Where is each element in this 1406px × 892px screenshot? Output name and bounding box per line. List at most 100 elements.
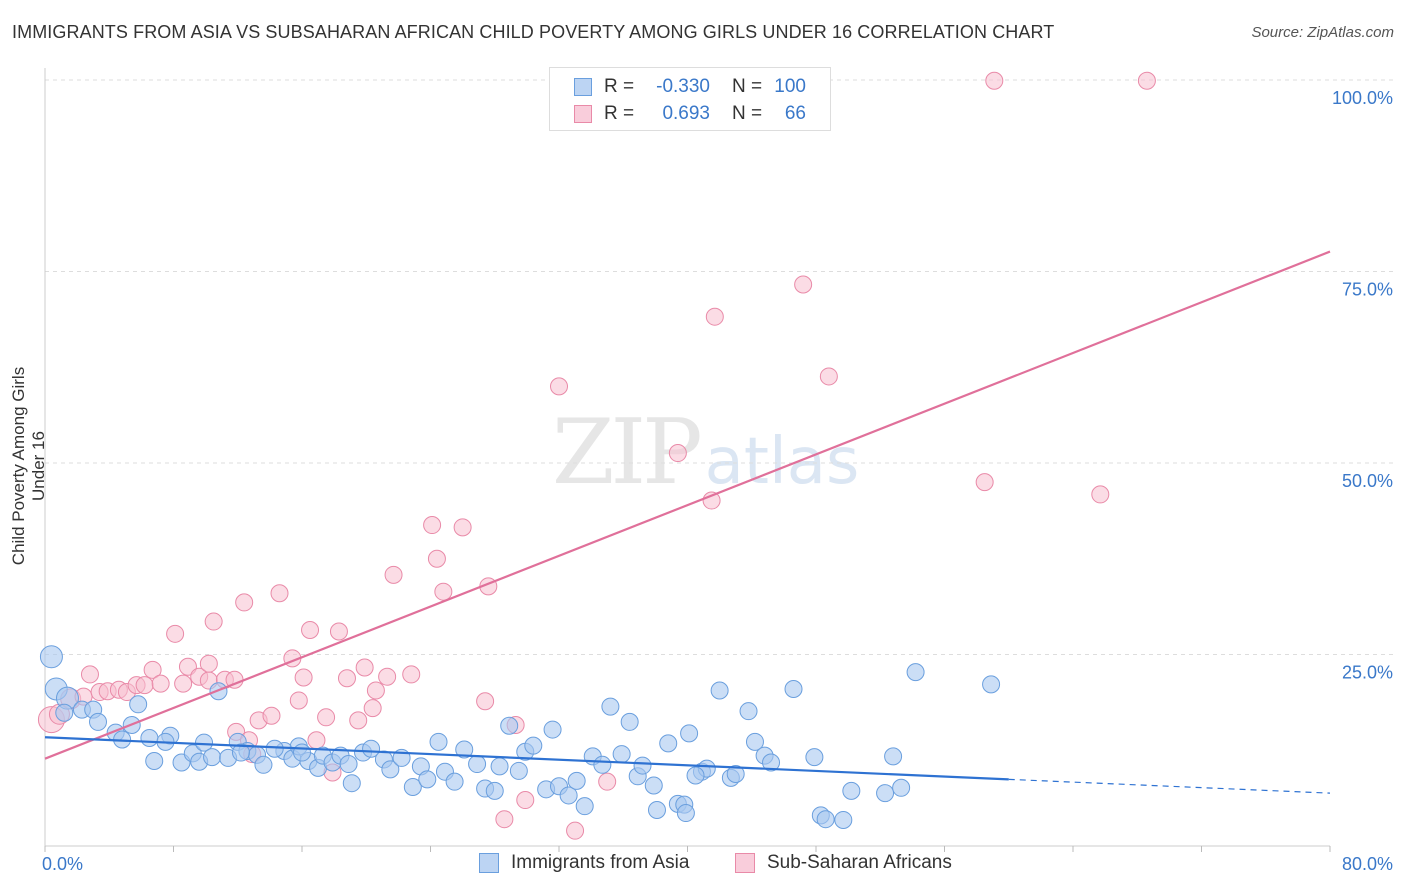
- data-point-asia: [89, 712, 108, 731]
- data-point-sub-saharan: [516, 791, 535, 810]
- x-tick-label: 80.0%: [1342, 854, 1393, 874]
- data-point-sub-saharan: [135, 676, 154, 695]
- series-sub-saharan-africans: [37, 71, 1156, 840]
- data-point-sub-saharan: [301, 620, 320, 639]
- data-point-sub-saharan: [550, 377, 568, 396]
- data-point-sub-saharan: [985, 71, 1004, 90]
- data-point-sub-saharan: [794, 275, 813, 294]
- legend-n-label: N =: [732, 103, 763, 124]
- data-point-asia: [647, 800, 666, 819]
- legend-r-label: R =: [604, 76, 635, 97]
- data-point-asia: [784, 679, 803, 698]
- data-point-asia: [593, 755, 612, 774]
- data-point-sub-saharan: [363, 699, 382, 718]
- data-point-asia: [633, 756, 652, 775]
- data-point-asia: [403, 778, 422, 797]
- data-point-sub-saharan: [294, 668, 313, 687]
- trendline-asia: [44, 736, 1009, 781]
- data-point-sub-saharan: [378, 667, 397, 686]
- data-point-sub-saharan: [1137, 71, 1156, 90]
- data-point-sub-saharan: [453, 518, 472, 537]
- data-point-sub-saharan: [423, 516, 442, 535]
- data-point-asia: [129, 695, 148, 714]
- data-point-asia: [620, 712, 639, 731]
- data-point-asia: [265, 739, 284, 758]
- data-point-asia: [842, 781, 861, 800]
- data-point-asia: [762, 753, 781, 772]
- y-tick-label: 100.0%: [1332, 88, 1393, 108]
- correlation-legend: R = -0.330 N = 100 R = 0.693 N = 66: [549, 67, 831, 131]
- data-point-sub-saharan: [349, 711, 368, 730]
- data-point-sub-saharan: [402, 665, 421, 684]
- data-point-asia: [55, 703, 74, 722]
- trendline-asia-extension: [1008, 778, 1331, 794]
- data-point-asia: [524, 736, 543, 755]
- data-point-sub-saharan: [317, 708, 336, 727]
- data-point-asia: [429, 732, 448, 751]
- data-point-sub-saharan: [668, 444, 687, 463]
- data-point-asia: [710, 681, 729, 700]
- data-point-asia: [805, 748, 824, 767]
- legend-label-africans: Sub-Saharan Africans: [767, 852, 952, 873]
- y-tick-label: 75.0%: [1342, 280, 1393, 300]
- data-point-asia: [982, 675, 1001, 694]
- data-point-asia: [575, 797, 594, 816]
- legend-n-value: 100: [774, 76, 806, 97]
- data-point-sub-saharan: [427, 549, 446, 568]
- data-point-asia: [381, 760, 400, 779]
- data-point-asia: [543, 720, 562, 739]
- data-point-sub-saharan: [366, 681, 385, 700]
- legend-label-asia: Immigrants from Asia: [511, 852, 690, 873]
- data-point-asia: [445, 772, 464, 791]
- data-point-sub-saharan: [80, 665, 99, 684]
- legend-item-asia: Immigrants from Asia: [479, 852, 689, 874]
- data-point-sub-saharan: [235, 593, 254, 612]
- data-point-asia: [559, 786, 578, 805]
- legend-swatch-blue: [574, 78, 592, 96]
- legend-n-label: N =: [732, 76, 763, 97]
- data-point-asia: [906, 663, 925, 682]
- data-point-asia: [293, 743, 311, 762]
- data-point-asia: [676, 804, 695, 823]
- data-point-sub-saharan: [270, 584, 289, 603]
- data-point-asia: [485, 781, 504, 800]
- data-point-asia: [254, 755, 273, 774]
- data-point-asia: [509, 761, 528, 780]
- series-legend: Immigrants from Asia Sub-Saharan African…: [0, 852, 1406, 878]
- legend-item-africans: Sub-Saharan Africans: [735, 852, 952, 874]
- data-point-asia: [686, 766, 705, 785]
- data-point-asia: [362, 739, 381, 758]
- data-point-asia: [500, 716, 519, 735]
- grid-lines: [45, 79, 1395, 655]
- data-point-asia: [680, 724, 699, 743]
- data-point-sub-saharan: [143, 660, 162, 679]
- data-point-asia: [745, 732, 764, 751]
- data-point-asia: [195, 733, 214, 752]
- data-point-asia: [726, 764, 745, 783]
- data-point-sub-saharan: [329, 622, 348, 641]
- data-point-sub-saharan: [355, 658, 374, 677]
- data-point-asia: [816, 810, 835, 829]
- data-point-sub-saharan: [199, 654, 218, 673]
- data-point-asia: [892, 778, 911, 797]
- data-point-sub-saharan: [819, 367, 838, 386]
- source-label: Source: ZipAtlas.com: [1251, 24, 1394, 41]
- data-point-asia: [601, 697, 620, 716]
- data-point-sub-saharan: [598, 772, 617, 791]
- data-point-asia: [145, 751, 164, 770]
- data-point-sub-saharan: [476, 692, 495, 711]
- data-point-asia: [231, 743, 250, 762]
- legend-swatch-pink: [735, 853, 755, 873]
- data-point-asia: [490, 757, 509, 776]
- trend-lines: [44, 250, 1331, 794]
- data-point-sub-saharan: [307, 731, 326, 750]
- data-point-asia: [834, 810, 853, 829]
- data-point-sub-saharan: [204, 612, 223, 631]
- data-point-sub-saharan: [434, 582, 453, 601]
- data-point-sub-saharan: [178, 657, 197, 676]
- data-point-sub-saharan: [495, 810, 514, 829]
- data-point-sub-saharan: [337, 669, 356, 688]
- x-tick-label: 0.0%: [42, 854, 83, 874]
- legend-n-value: 66: [784, 103, 806, 124]
